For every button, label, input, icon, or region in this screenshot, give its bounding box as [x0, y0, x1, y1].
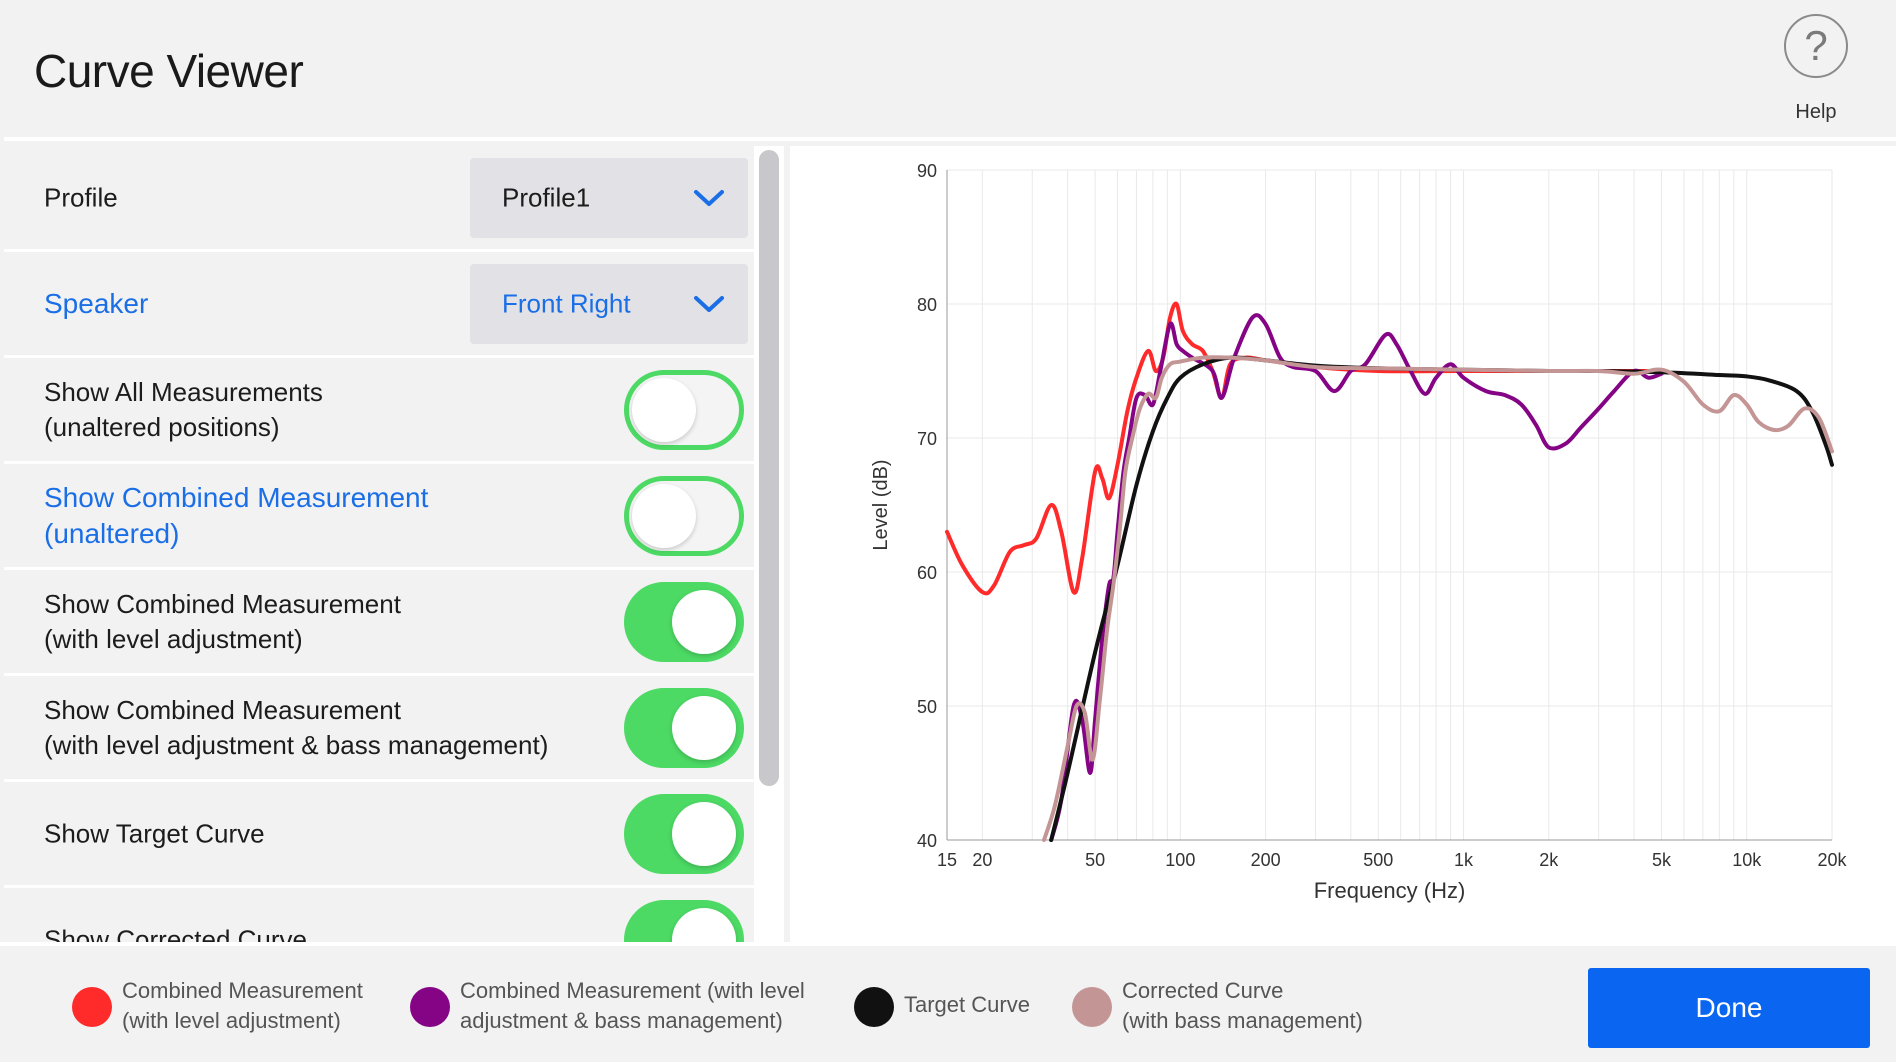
toggle-switch[interactable]	[624, 581, 744, 662]
x-tick-label: 1k	[1454, 850, 1474, 870]
y-axis-title: Level (dB)	[870, 459, 892, 550]
toggle-knob	[672, 695, 736, 760]
profile-value: Profile1	[502, 182, 591, 213]
toggle-switch[interactable]	[624, 369, 744, 450]
x-tick-label: 50	[1085, 850, 1105, 870]
page-title: Curve Viewer	[34, 45, 304, 97]
legend-swatch	[1072, 987, 1112, 1027]
toggle-row-all-measurements: Show All Measurements (unaltered position…	[4, 358, 754, 464]
legend-label: Target Curve	[904, 992, 1030, 1017]
speaker-value: Front Right	[502, 288, 631, 319]
series-line-4	[1042, 355, 1834, 842]
x-axis-title: Frequency (Hz)	[1314, 878, 1466, 903]
toggle-label: Show Corrected Curve	[44, 924, 307, 942]
profile-dropdown[interactable]: Profile1	[470, 158, 748, 238]
chevron-down-icon	[694, 190, 724, 206]
toggle-knob	[632, 483, 696, 548]
help-label[interactable]: Help	[1795, 101, 1837, 123]
x-tick-label: 100	[1165, 850, 1195, 870]
y-tick-label: 40	[917, 831, 937, 851]
toggle-switch[interactable]	[624, 687, 744, 768]
y-tick-label: 70	[917, 429, 937, 449]
toggle-switch[interactable]	[624, 793, 744, 874]
legend-swatch	[854, 987, 894, 1027]
frequency-response-chart: 40 50 60 70 80 90 15 20 50 100 200 500 1k 2k 5k 10k 20k F…	[790, 146, 1896, 942]
chart-background	[790, 146, 1896, 942]
x-tick-label: 5k	[1652, 850, 1672, 870]
help-icon[interactable]: ?	[1784, 14, 1848, 78]
toggle-label: Show Target Curve	[44, 818, 265, 848]
toggle-row-combined-unaltered: Show Combined Measurement (unaltered)	[4, 464, 754, 570]
done-button[interactable]: Done	[1588, 968, 1870, 1048]
toggle-knob	[672, 907, 736, 942]
toggle-switch[interactable]	[624, 899, 744, 942]
x-tick-label: 2k	[1539, 850, 1559, 870]
settings-panel: Profile Profile1 Speaker Front Right Sho…	[4, 146, 754, 942]
toggle-switch[interactable]	[624, 475, 744, 556]
toggle-row-target-curve: Show Target Curve	[4, 782, 754, 888]
x-tick-label: 20	[972, 850, 992, 870]
toggle-row-combined-level: Show Combined Measurement (with level adj…	[4, 570, 754, 676]
y-tick-label: 80	[917, 295, 937, 315]
toggle-label: Show Combined Measurement (with level adj…	[44, 694, 549, 760]
legend-swatch	[410, 987, 450, 1027]
y-tick-label: 60	[917, 563, 937, 583]
profile-row: Profile Profile1	[4, 146, 754, 252]
toggle-label: Show Combined Measurement (with level adj…	[44, 588, 401, 654]
toggle-knob	[672, 589, 736, 654]
profile-label: Profile	[44, 182, 118, 212]
y-tick-label: 50	[917, 697, 937, 717]
x-tick-label: 15	[937, 850, 957, 870]
toggle-label: Show All Measurements (unaltered position…	[44, 376, 323, 442]
x-tick-label: 20k	[1817, 850, 1847, 870]
toggle-knob	[672, 801, 736, 866]
speaker-label: Speaker	[44, 287, 149, 319]
footer: Combined Measurement (with level adjustme…	[0, 942, 1896, 1062]
header: Curve Viewer ? Help	[0, 0, 1896, 141]
toggle-knob	[632, 377, 696, 442]
toggle-row-corrected-curve: Show Corrected Curve	[4, 888, 754, 942]
speaker-dropdown[interactable]: Front Right	[470, 264, 748, 344]
legend-label: Combined Measurement (with level adjustme…	[122, 978, 363, 1033]
y-tick-label: 90	[917, 161, 937, 181]
toggle-row-combined-bass: Show Combined Measurement (with level adj…	[4, 676, 754, 782]
header-divider	[4, 137, 1896, 141]
toggle-label: Show Combined Measurement (unaltered)	[44, 481, 429, 549]
x-tick-label: 500	[1363, 850, 1393, 870]
chevron-down-icon	[694, 296, 724, 312]
legend-label: Corrected Curve (with bass management)	[1122, 978, 1363, 1033]
x-tick-label: 200	[1251, 850, 1281, 870]
scrollbar-thumb[interactable]	[759, 150, 779, 786]
speaker-row: Speaker Front Right	[4, 252, 754, 358]
x-tick-label: 10k	[1732, 850, 1762, 870]
legend-swatch	[72, 987, 112, 1027]
chart-svg: 40 50 60 70 80 90 15 20 50 100 200 500 1k 2k 5k 10k 20k F…	[790, 146, 1896, 942]
legend-label: Combined Measurement (with level adjustme…	[460, 978, 805, 1033]
